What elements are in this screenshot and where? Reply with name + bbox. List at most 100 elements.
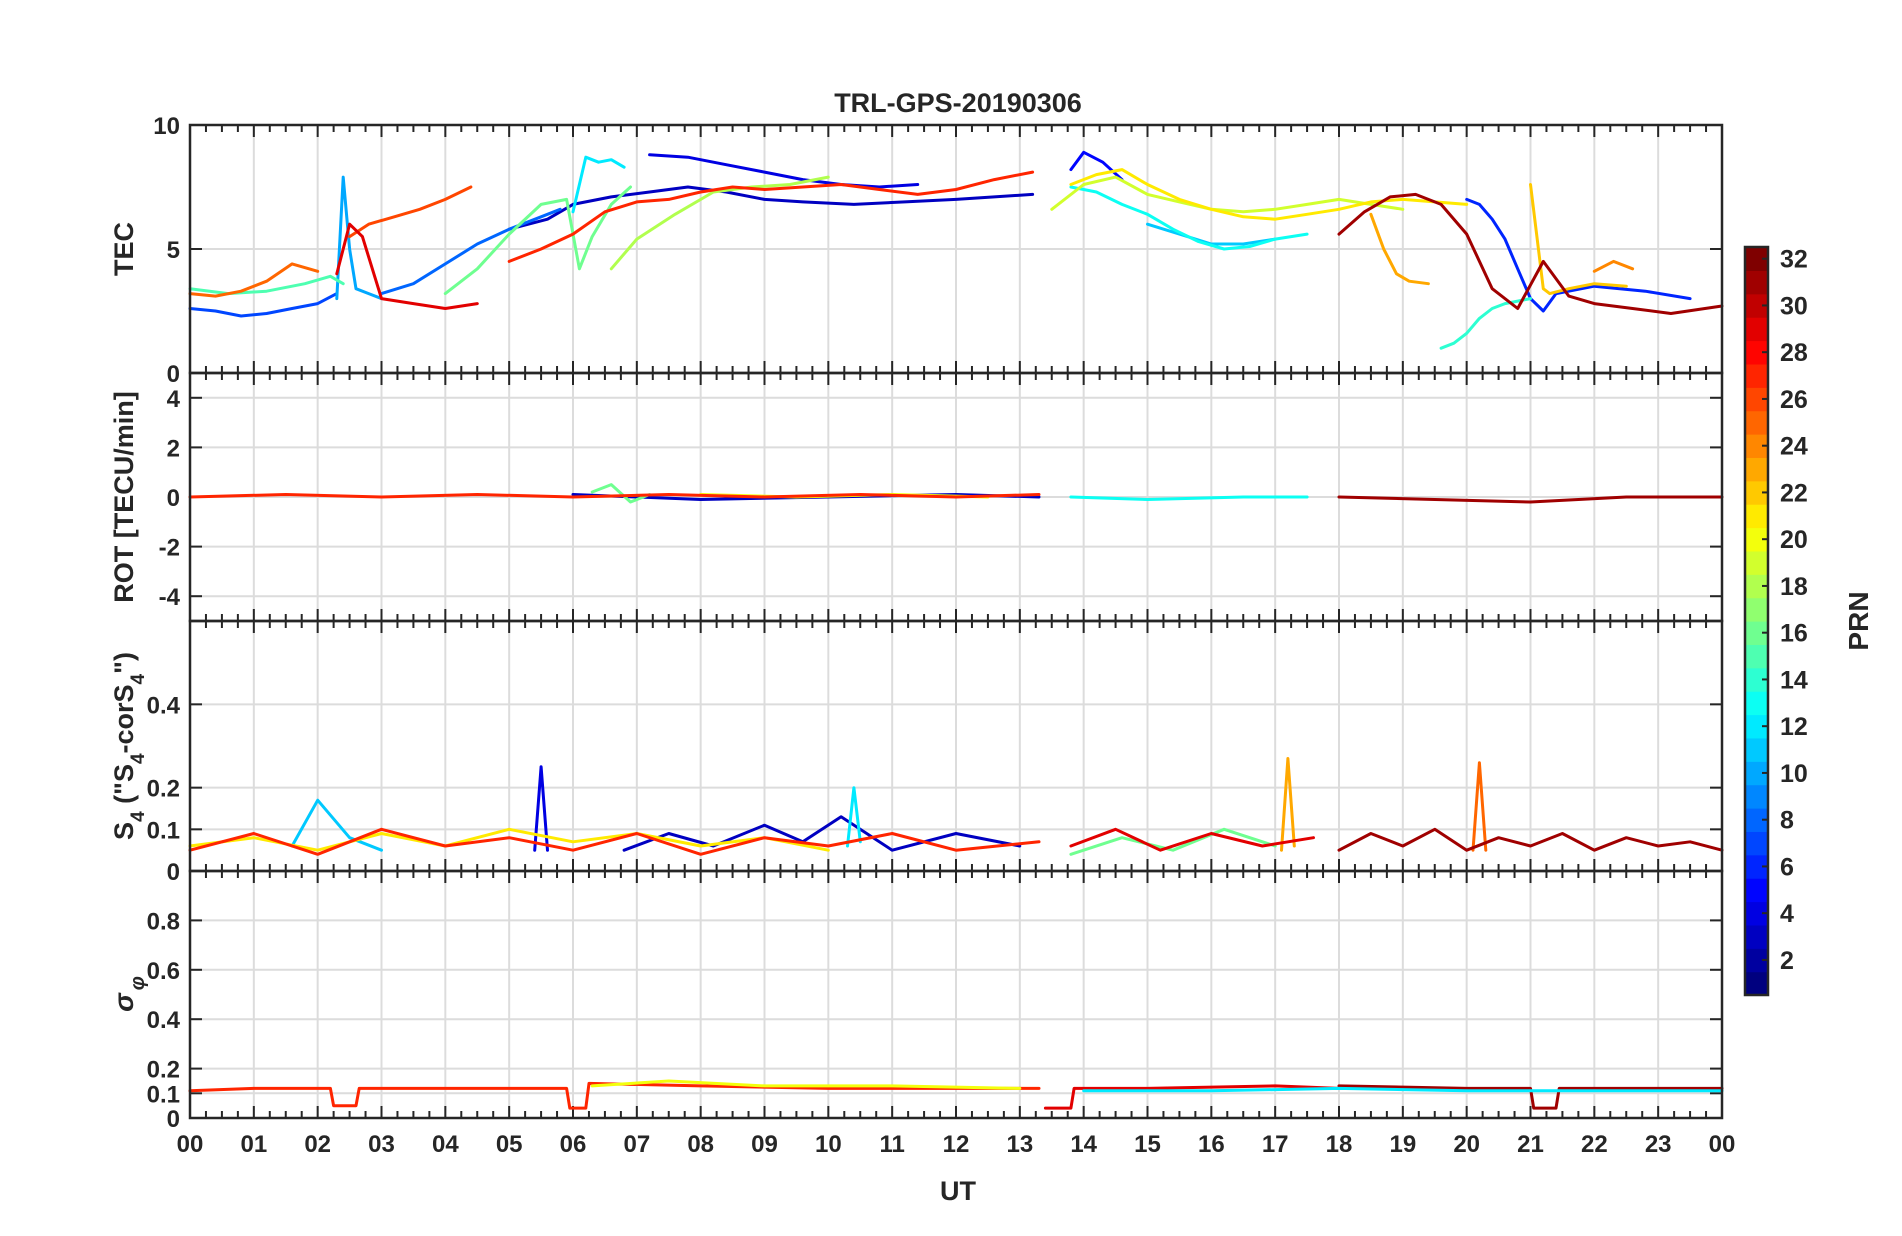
- series-prn-24: [1592, 259, 1635, 273]
- colorbar-swatch: [1745, 270, 1768, 295]
- colorbar-tick-label: 30: [1780, 292, 1808, 320]
- chart-title: TRL-GPS-20190306: [834, 88, 1082, 118]
- colorbar-tick-label: 6: [1780, 853, 1794, 881]
- series-prn-7: [188, 292, 339, 318]
- panels-layer: 0510-4-202400.10.20.400.10.20.40.60.8TEC…: [108, 113, 1735, 1158]
- series-prn-27: [188, 1081, 1041, 1110]
- series-prn-19: [1050, 175, 1405, 214]
- series-prn-29: [1043, 1084, 1341, 1110]
- series-prn-12: [846, 786, 862, 848]
- series-prn-31: [1337, 1084, 1724, 1110]
- colorbar-swatch: [1745, 317, 1768, 342]
- series-prn-14: [1439, 297, 1532, 350]
- series-prn-29: [335, 222, 479, 310]
- y-tick-label: 0.8: [147, 908, 180, 935]
- series-prn-25: [1471, 761, 1488, 852]
- series-prn-10: [335, 175, 383, 301]
- series-prn-8: [380, 207, 562, 296]
- colorbar-tick-label: 8: [1780, 807, 1794, 835]
- y-label-s4: S4 ("S4-corS4"): [109, 652, 149, 840]
- series-prn-18: [609, 175, 830, 271]
- x-axis-label: UT: [940, 1176, 976, 1206]
- colorbar-tick-label: 18: [1780, 573, 1808, 601]
- x-tick-label: 23: [1645, 1131, 1672, 1158]
- y-tick-label: 5: [167, 237, 180, 264]
- colorbar-swatch: [1745, 971, 1768, 996]
- x-tick-label: 07: [623, 1131, 650, 1158]
- y-tick-label: 0.1: [147, 817, 180, 844]
- y-tick-label: 0: [167, 485, 180, 512]
- x-tick-label: 13: [1006, 1131, 1033, 1158]
- x-tick-label: 00: [177, 1131, 204, 1158]
- colorbar-swatch: [1745, 948, 1768, 973]
- series-prn-31: [1337, 192, 1724, 315]
- series-prn-11: [290, 798, 383, 852]
- series-prn-4: [533, 765, 549, 852]
- colorbar-swatch: [1745, 714, 1768, 739]
- x-tick-label: 00: [1709, 1131, 1736, 1158]
- colorbar-swatch: [1745, 293, 1768, 318]
- x-tick-label: 15: [1134, 1131, 1161, 1158]
- panel-sigma: 00.10.2 0.4 0.6 0.8: [147, 869, 1724, 1133]
- colorbar-swatch: [1745, 410, 1768, 435]
- series-prn-21: [1069, 168, 1469, 221]
- colorbar-swatch: [1745, 550, 1768, 575]
- y-tick-label: 0.4: [147, 1007, 181, 1034]
- colorbar-tick-label: 28: [1780, 339, 1808, 367]
- colorbar-swatch: [1745, 901, 1768, 926]
- x-tick-label: 09: [751, 1131, 778, 1158]
- x-tick-label: 12: [943, 1131, 970, 1158]
- series-prn-27: [188, 493, 1041, 499]
- colorbar-swatch: [1745, 831, 1768, 856]
- series-prn-15: [188, 274, 345, 296]
- colorbar-swatch: [1745, 574, 1768, 599]
- y-tick-label: -4: [159, 584, 181, 611]
- x-tick-label: 10: [815, 1131, 842, 1158]
- colorbar-label: PRN: [1843, 591, 1874, 650]
- colorbar-tick-label: 22: [1780, 479, 1808, 507]
- colorbar-swatch: [1745, 784, 1768, 809]
- series-prn-27: [507, 170, 1035, 263]
- series-prn-3: [507, 185, 1035, 231]
- colorbar-tick-label: 16: [1780, 620, 1808, 648]
- series-prn-16: [443, 185, 632, 296]
- y-tick-label: 0.2: [147, 1057, 180, 1084]
- x-tick-label: 03: [368, 1131, 395, 1158]
- x-tick-label: 05: [496, 1131, 523, 1158]
- x-tick-label: 04: [432, 1131, 459, 1158]
- x-tick-label: 19: [1389, 1131, 1416, 1158]
- colorbar-swatch: [1745, 480, 1768, 505]
- colorbar-swatch: [1745, 504, 1768, 529]
- colorbar-swatch: [1745, 597, 1768, 622]
- colorbar-swatch: [1745, 434, 1768, 458]
- series-prn-16: [1069, 827, 1277, 856]
- colorbar-swatch: [1745, 621, 1768, 645]
- x-tick-label: 14: [1070, 1131, 1097, 1158]
- colorbar-tick-label: 12: [1780, 713, 1808, 741]
- series-prn-23: [1369, 212, 1430, 286]
- series-prn-31: [1337, 827, 1724, 852]
- x-tick-label: 01: [240, 1131, 267, 1158]
- colorbar-swatch: [1745, 644, 1768, 669]
- series-prn-16: [590, 483, 652, 504]
- x-tick-label: 11: [879, 1131, 904, 1158]
- series-prn-12: [571, 155, 626, 214]
- panel-rot: -4 -2 0 2 4: [159, 371, 1724, 623]
- y-tick-label: 2: [167, 435, 180, 462]
- colorbar-swatch: [1745, 761, 1768, 786]
- series-prn-22: [1529, 183, 1628, 296]
- y-tick-label: 0: [167, 361, 180, 388]
- x-tick-label: 17: [1262, 1131, 1289, 1158]
- colorbar-tick-label: 24: [1780, 433, 1808, 461]
- x-tick-label: 22: [1581, 1131, 1608, 1158]
- series-prn-29: [1069, 827, 1315, 852]
- series-prn-12: [1082, 1086, 1724, 1093]
- colorbar-swatch: [1745, 924, 1768, 949]
- y-label-tec: TEC: [109, 222, 139, 276]
- x-tick-label: 21: [1517, 1131, 1544, 1158]
- y-tick-label: 10: [153, 113, 180, 140]
- colorbar-tick-label: 32: [1780, 246, 1808, 274]
- colorbar-swatch: [1745, 691, 1768, 716]
- colorbar-swatch: [1745, 878, 1768, 903]
